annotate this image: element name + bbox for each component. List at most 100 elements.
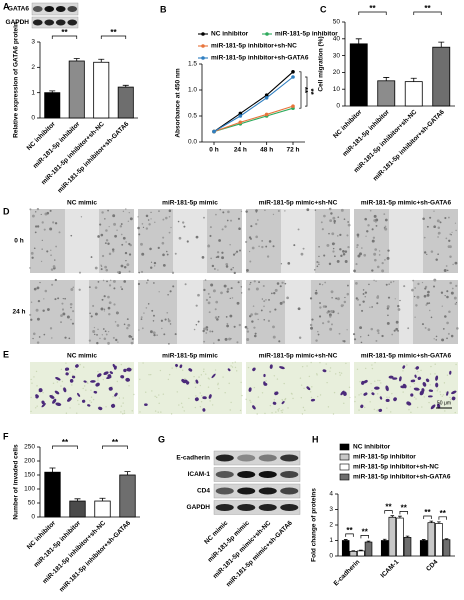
cell <box>100 265 103 267</box>
pore <box>310 361 312 364</box>
cell <box>287 261 291 265</box>
cell <box>317 330 319 333</box>
pore <box>343 402 345 405</box>
cell <box>337 216 340 218</box>
cell <box>261 298 263 300</box>
cell <box>225 263 229 266</box>
cell <box>58 231 61 234</box>
cell <box>327 320 330 323</box>
error-bar <box>49 90 56 93</box>
cell <box>261 245 264 249</box>
cell <box>239 249 241 252</box>
cell <box>94 286 98 289</box>
cell <box>32 332 36 336</box>
data-point <box>291 75 295 79</box>
panel-letter: A <box>3 1 10 11</box>
cell <box>153 333 156 337</box>
cell <box>442 328 445 330</box>
cell <box>318 246 320 248</box>
cell <box>274 308 277 311</box>
cell <box>120 264 124 268</box>
cell <box>43 298 45 300</box>
pore <box>374 361 376 364</box>
legend-label: miR-181-5p inhibitor+sh-GATA6 <box>353 474 451 481</box>
cell <box>100 264 102 266</box>
invaded-cell <box>385 398 390 403</box>
cell <box>166 253 169 256</box>
pore <box>354 400 356 403</box>
cell <box>224 225 227 228</box>
cell <box>415 304 418 307</box>
error-bar <box>98 58 105 63</box>
cell <box>446 337 448 340</box>
cell <box>365 235 367 237</box>
cell <box>49 327 53 330</box>
cell <box>388 283 390 285</box>
cell <box>245 210 248 213</box>
cell <box>107 209 109 212</box>
cell <box>160 319 163 322</box>
cell <box>201 256 205 259</box>
y-tick-label: 20 <box>333 69 341 76</box>
pore <box>264 412 266 415</box>
blot-label: ICAM-1 <box>188 471 211 478</box>
cell <box>108 252 112 256</box>
invaded-cell <box>65 372 69 376</box>
pore <box>71 374 74 377</box>
cell <box>163 333 166 336</box>
cell <box>49 227 53 231</box>
cell <box>375 339 378 342</box>
significance-label: ** <box>385 503 392 512</box>
pore <box>158 402 160 405</box>
pore <box>241 394 243 397</box>
wound-area <box>281 209 315 273</box>
y-tick-label: 1.5 <box>188 61 197 68</box>
blot-band <box>280 487 299 495</box>
cell <box>392 280 395 283</box>
cell <box>423 294 427 298</box>
cell <box>367 224 370 227</box>
cell <box>46 308 50 311</box>
invaded-cell <box>417 376 422 380</box>
cell <box>33 287 37 291</box>
cell <box>423 236 426 239</box>
pore <box>311 386 313 388</box>
pore <box>184 377 186 380</box>
cell <box>148 223 151 226</box>
cell <box>425 304 428 306</box>
cell <box>93 333 96 336</box>
pore <box>444 410 446 412</box>
cell <box>220 291 223 295</box>
cell <box>215 300 219 304</box>
cell <box>360 336 362 338</box>
pore <box>348 386 351 389</box>
cell <box>319 306 322 309</box>
panel-letter: C <box>320 4 327 14</box>
cell <box>167 319 171 323</box>
pore <box>139 378 141 381</box>
cell <box>240 292 243 294</box>
invaded-cell <box>371 392 375 396</box>
cell <box>232 253 236 256</box>
blot-background <box>213 500 301 515</box>
pore <box>413 382 416 385</box>
pore <box>437 388 439 390</box>
cell <box>445 265 448 267</box>
cell <box>254 312 258 316</box>
cell <box>315 339 318 342</box>
cell <box>437 253 439 255</box>
panel-letter: F <box>3 431 9 441</box>
cell <box>108 226 110 228</box>
cell <box>321 283 324 286</box>
cell <box>316 265 319 268</box>
pore <box>436 390 438 392</box>
cell <box>30 301 33 303</box>
cell <box>395 320 399 324</box>
cell <box>326 243 330 247</box>
significance-label: ** <box>112 438 119 447</box>
cell <box>116 271 119 274</box>
cell <box>251 320 254 323</box>
pore <box>155 396 158 399</box>
cell <box>107 330 110 333</box>
